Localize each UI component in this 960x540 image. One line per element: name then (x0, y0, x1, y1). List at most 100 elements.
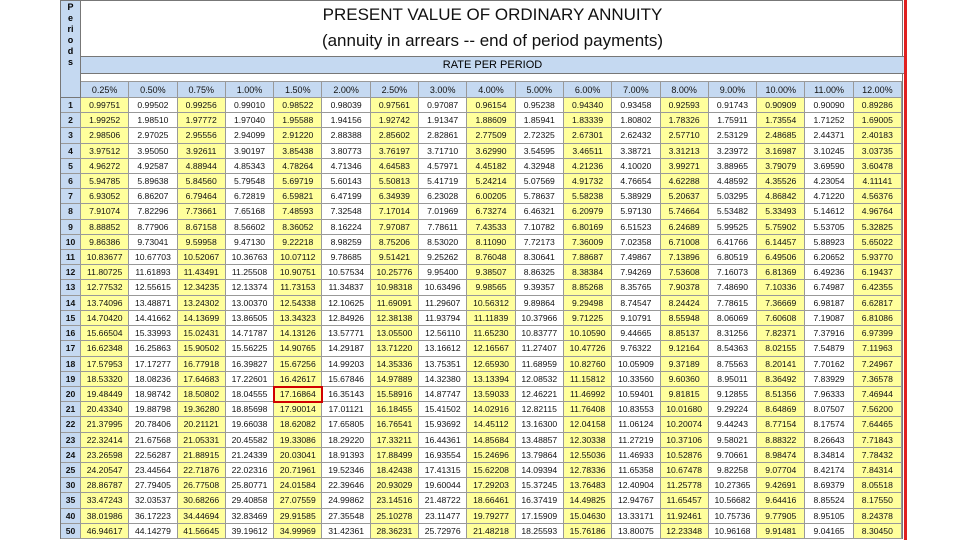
pv-factor: 7.71843 (853, 432, 902, 448)
pv-factor: 1.83339 (563, 113, 613, 129)
pv-factor: 6.23028 (419, 189, 468, 205)
annuity-table: Periods PRESENT VALUE OF ORDINARY ANNUIT… (60, 0, 904, 539)
pv-factor: 7.96333 (805, 386, 854, 403)
pv-factor: 4.86842 (757, 189, 806, 205)
period-label: 18 (61, 356, 81, 372)
pv-factor: 5.84560 (177, 174, 226, 190)
pv-factor: 20.45582 (225, 432, 275, 448)
pv-factor: 23.11477 (419, 508, 468, 524)
pv-factor: 18.85698 (225, 402, 275, 418)
pv-factor: 3.88965 (708, 158, 758, 175)
pv-factor: 7.78432 (853, 447, 902, 463)
rate-header: 2.50% (370, 81, 420, 98)
pv-factor: 6.86207 (129, 189, 178, 205)
pv-factor: 8.26643 (805, 432, 854, 448)
pv-factor: 18.25593 (515, 523, 564, 539)
pv-factor: 7.10782 (515, 219, 564, 235)
pv-factor: 13.57771 (322, 326, 371, 342)
pv-factor: 8.36052 (274, 219, 323, 235)
pv-factor: 7.32548 (322, 204, 371, 220)
pv-factor: 3.99271 (660, 158, 709, 175)
pv-factor: 15.90502 (177, 341, 226, 357)
rate-header: 11.00% (805, 81, 854, 98)
pv-factor: 11.25778 (660, 478, 709, 494)
pv-factor: 13.13394 (467, 371, 516, 387)
pv-factor: 7.72173 (515, 234, 564, 251)
pv-factor: 17.16864 (273, 385, 324, 404)
pv-factor: 23.26598 (81, 447, 130, 463)
pv-factor: 12.56110 (419, 326, 468, 342)
pv-factor: 20.43340 (81, 402, 130, 418)
pv-factor: 17.22601 (225, 371, 275, 387)
pv-factor: 17.17277 (129, 356, 178, 372)
pv-factor: 14.71787 (225, 326, 275, 342)
pv-factor: 10.90751 (274, 265, 323, 281)
pv-factor: 4.96764 (853, 204, 902, 220)
pv-factor: 13.74096 (81, 295, 130, 311)
pv-factor: 6.46321 (515, 204, 564, 220)
period-label: 19 (61, 371, 81, 387)
pv-factor: 8.30450 (853, 523, 902, 539)
pv-factor: 15.76186 (563, 523, 613, 539)
pv-factor: 3.38721 (612, 143, 661, 159)
pv-factor: 14.85684 (467, 432, 516, 448)
pv-factor: 8.85137 (660, 326, 709, 342)
pv-factor: 10.56682 (708, 493, 758, 509)
pv-factor: 21.48218 (467, 523, 516, 539)
pv-factor: 19.60044 (419, 478, 468, 494)
pv-factor: 17.41315 (419, 462, 468, 479)
pv-factor: 0.97561 (370, 98, 420, 114)
pv-factor: 12.30338 (563, 432, 613, 448)
pv-factor: 8.64869 (757, 402, 806, 418)
table-title: PRESENT VALUE OF ORDINARY ANNUITY (322, 5, 663, 24)
pv-factor: 4.45182 (467, 158, 516, 175)
pv-factor: 0.95238 (515, 98, 564, 114)
pv-factor: 4.11141 (853, 174, 902, 190)
pv-factor: 7.36009 (563, 234, 613, 251)
slide-accent (904, 0, 907, 540)
pv-factor: 14.90765 (274, 341, 323, 357)
period-label: 21 (61, 402, 81, 418)
pv-factor: 5.94785 (81, 174, 130, 190)
pv-factor: 17.64683 (177, 371, 226, 387)
pv-factor: 12.38138 (370, 310, 420, 327)
pv-factor: 1.88609 (467, 113, 516, 129)
pv-factor: 5.53482 (708, 204, 758, 220)
pv-factor: 7.84314 (853, 462, 902, 479)
pv-factor: 44.14279 (129, 523, 178, 539)
period-label: 22 (61, 417, 81, 433)
pv-factor: 7.78615 (708, 295, 758, 311)
pv-factor: 8.88322 (757, 432, 806, 448)
pv-factor: 41.56645 (177, 523, 226, 539)
pv-factor: 7.60608 (757, 310, 806, 327)
period-label: 30 (61, 478, 81, 494)
pv-factor: 17.57953 (81, 356, 130, 372)
pv-factor: 10.36763 (225, 250, 275, 266)
pv-factor: 4.92587 (129, 158, 178, 175)
pv-factor: 2.88388 (322, 128, 371, 144)
pv-factor: 1.73554 (757, 113, 806, 129)
pv-factor: 5.41719 (419, 174, 468, 190)
pv-factor: 5.74664 (660, 204, 709, 220)
pv-factor: 3.85438 (274, 143, 323, 159)
pv-factor: 0.99010 (225, 98, 275, 114)
pv-factor: 6.81086 (853, 310, 902, 327)
pv-factor: 7.83929 (805, 371, 854, 387)
pv-factor: 1.71252 (805, 113, 854, 129)
pv-factor: 15.33993 (129, 326, 178, 342)
pv-factor: 0.89286 (853, 98, 902, 114)
pv-factor: 10.83677 (81, 250, 130, 266)
pv-factor: 12.16567 (467, 341, 516, 357)
pv-factor: 5.65022 (853, 234, 902, 251)
pv-factor: 17.33211 (370, 432, 420, 448)
rate-header: 7.00% (612, 81, 661, 98)
pv-factor: 13.79864 (515, 447, 564, 463)
pv-factor: 7.82296 (129, 204, 178, 220)
pv-factor: 5.78637 (515, 189, 564, 205)
pv-factor: 28.86787 (81, 478, 130, 494)
pv-factor: 11.65358 (612, 462, 661, 479)
pv-factor: 10.75736 (708, 508, 758, 524)
pv-factor: 13.75351 (419, 356, 468, 372)
pv-factor: 18.04555 (225, 386, 275, 403)
